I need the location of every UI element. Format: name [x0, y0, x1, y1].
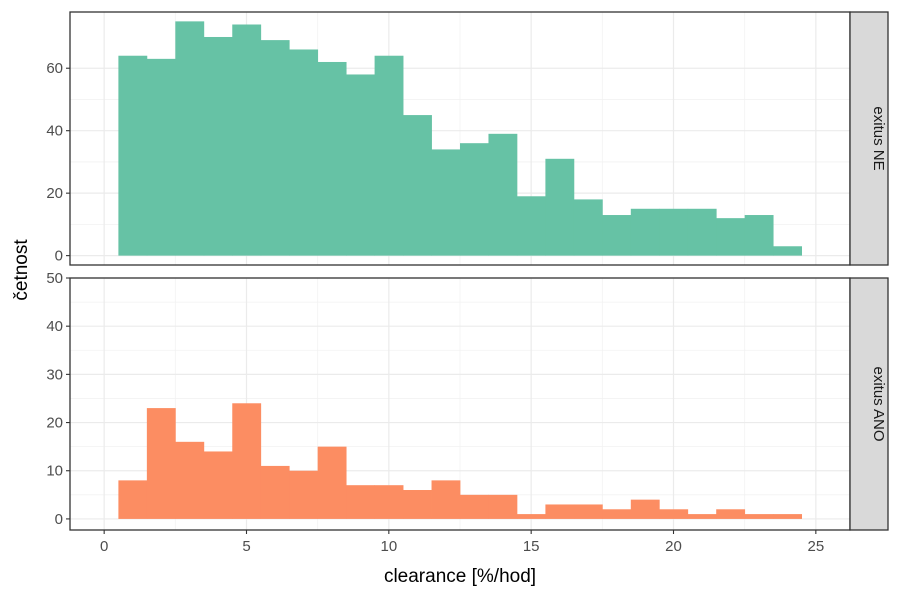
histogram-bar — [175, 441, 205, 519]
x-tick-label: 0 — [100, 538, 108, 555]
histogram-bar — [460, 143, 489, 256]
y-tick-label: 20 — [46, 415, 63, 432]
histogram-bar — [716, 509, 746, 519]
y-tick-label: 60 — [46, 60, 63, 77]
x-tick-label: 25 — [807, 538, 824, 555]
facet-panel: 0 10 20 30 40 50 exitus ANO — [46, 270, 889, 531]
histogram-bar — [602, 215, 632, 256]
facet-strip-label: exitus ANO — [870, 366, 887, 441]
x-axis: 0 5 10 15 20 25 — [100, 530, 824, 555]
x-tick-label: 5 — [242, 538, 250, 555]
histogram-bar — [175, 21, 205, 256]
histogram-bar — [374, 485, 404, 519]
y-axis-title: četnost — [11, 239, 32, 301]
y-tick-label: 50 — [46, 270, 63, 287]
histogram-bar — [118, 480, 148, 519]
histogram-bar — [716, 218, 746, 256]
histogram-bar — [744, 215, 774, 256]
facet-strip — [849, 11, 889, 266]
histogram-bar — [403, 490, 432, 519]
histogram-bar — [687, 514, 717, 519]
x-tick-label: 20 — [665, 538, 682, 555]
histogram-bar — [374, 55, 404, 256]
histogram-bar — [659, 509, 689, 519]
histogram-bar — [602, 509, 632, 519]
histogram-bar — [260, 40, 290, 256]
histogram-bar — [317, 446, 347, 519]
x-tick-label: 10 — [380, 538, 397, 555]
histogram-bar — [260, 465, 290, 519]
histogram-bar — [488, 494, 518, 519]
y-tick-label: 10 — [46, 463, 63, 480]
histogram-bar — [545, 504, 575, 519]
facet-panels: 0 20 40 60 exitus NE 0 10 20 30 40 50 exitus ANO — [46, 11, 889, 531]
histogram-bar — [516, 514, 546, 519]
histogram-bar — [146, 408, 176, 519]
histogram-bar — [659, 208, 689, 256]
histogram-bar — [289, 470, 319, 519]
x-tick-label: 15 — [523, 538, 540, 555]
histogram-bar — [232, 24, 262, 256]
histogram-bar — [630, 499, 660, 519]
histogram-bar — [516, 196, 546, 256]
histogram-bar — [232, 403, 262, 519]
histogram-bar — [773, 246, 803, 256]
histogram-bar — [744, 514, 774, 519]
y-tick-label: 40 — [46, 123, 63, 140]
facet-panel: 0 20 40 60 exitus NE — [46, 11, 889, 266]
x-axis-title: clearance [%/hod] — [384, 566, 536, 587]
histogram-bar — [346, 485, 375, 519]
y-tick-label: 0 — [55, 511, 63, 528]
histogram-bar — [488, 133, 518, 256]
histogram-bar — [289, 49, 319, 256]
histogram-bar — [346, 74, 375, 256]
histogram-bar — [118, 55, 148, 256]
histogram-bar — [773, 514, 803, 519]
histogram-bar — [203, 36, 233, 256]
y-tick-label: 40 — [46, 318, 63, 335]
histogram-bar — [317, 61, 347, 256]
histogram-bar — [573, 504, 603, 519]
histogram-bar — [630, 208, 660, 256]
histogram-bar — [403, 115, 432, 256]
y-tick-label: 20 — [46, 185, 63, 202]
histogram-bar — [573, 199, 603, 256]
histogram-bar — [146, 58, 176, 256]
y-tick-label: 30 — [46, 366, 63, 383]
histogram-bar — [687, 208, 717, 256]
histogram-bar — [203, 451, 233, 519]
y-tick-label: 0 — [55, 248, 63, 265]
facet-strip — [849, 277, 889, 531]
histogram-bar — [545, 158, 575, 256]
facet-strip-label: exitus NE — [870, 106, 887, 170]
histogram-bar — [460, 494, 489, 519]
histogram-bar — [431, 149, 461, 256]
histogram-bar — [431, 480, 461, 519]
